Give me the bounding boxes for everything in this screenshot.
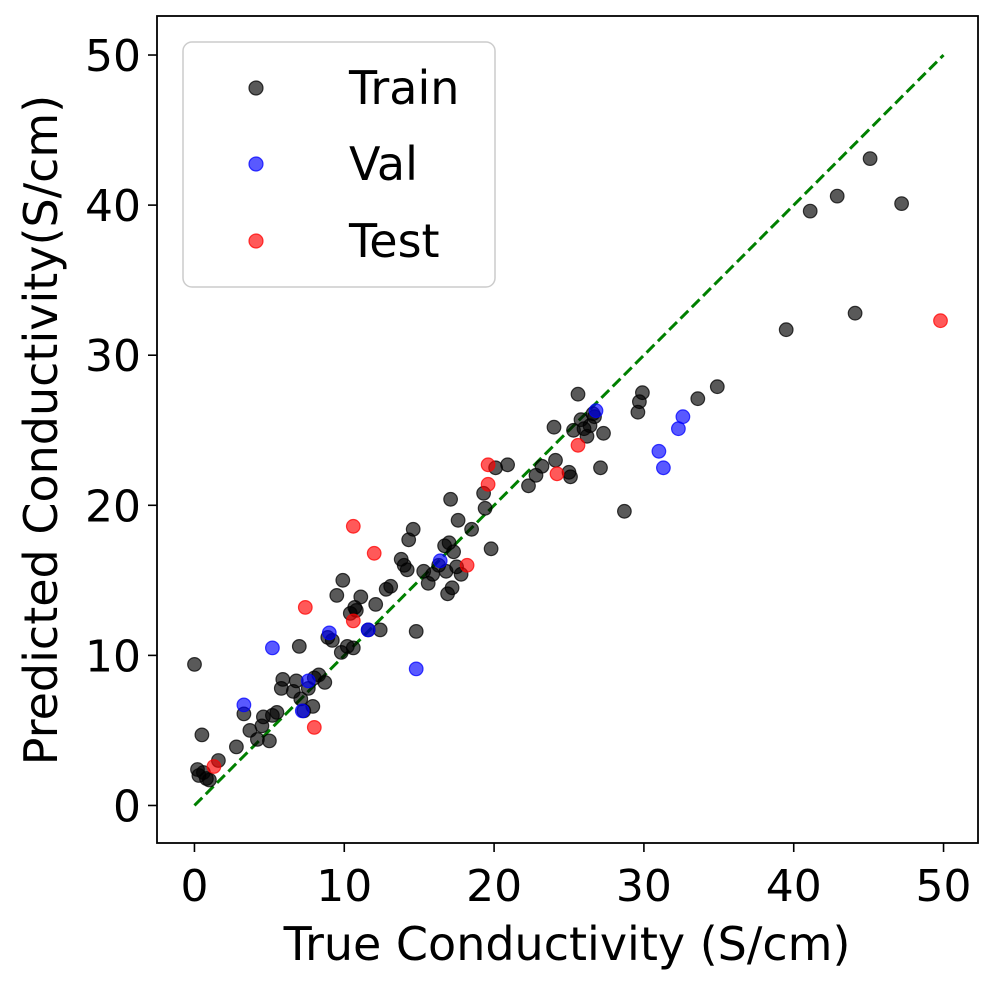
point-val-6 bbox=[408, 661, 424, 677]
point-train-31 bbox=[329, 588, 345, 603]
point-test-10 bbox=[570, 437, 586, 453]
x-tick-label-20: 20 bbox=[466, 861, 522, 912]
y-tick-label-30: 30 bbox=[85, 331, 141, 382]
point-train-93 bbox=[709, 379, 725, 395]
point-train-79 bbox=[570, 386, 586, 402]
x-axis-ticks: 0 10 20 30 40 50 bbox=[180, 843, 972, 912]
y-tick-label-50: 50 bbox=[85, 31, 141, 82]
point-test-1 bbox=[297, 600, 313, 615]
point-train-62 bbox=[443, 491, 459, 507]
point-train-39 bbox=[353, 589, 369, 605]
legend-marker-train bbox=[248, 80, 264, 96]
point-train-50 bbox=[408, 624, 424, 639]
series-val bbox=[236, 403, 691, 719]
x-axis-title: True Conductivity (S/cm) bbox=[283, 917, 851, 971]
point-train-33 bbox=[335, 572, 351, 588]
point-train-77 bbox=[563, 469, 578, 485]
point-test-3 bbox=[345, 613, 361, 629]
legend-label-val: Val bbox=[349, 137, 418, 191]
point-train-0 bbox=[187, 657, 202, 672]
point-train-86 bbox=[593, 460, 608, 476]
point-train-71 bbox=[521, 478, 536, 494]
point-test-7 bbox=[480, 457, 496, 473]
legend-marker-test bbox=[248, 233, 264, 249]
point-val-4 bbox=[321, 625, 337, 641]
legend-box bbox=[182, 41, 496, 288]
y-tick-label-10: 10 bbox=[85, 631, 141, 682]
point-val-8 bbox=[588, 403, 604, 419]
point-train-92 bbox=[690, 391, 706, 407]
point-train-65 bbox=[464, 521, 480, 537]
point-train-60 bbox=[446, 544, 462, 560]
point-test-8 bbox=[480, 476, 496, 492]
x-tick-label-50: 50 bbox=[916, 861, 972, 912]
point-test-2 bbox=[306, 720, 322, 735]
point-train-47 bbox=[399, 562, 415, 578]
point-train-96 bbox=[829, 188, 845, 204]
point-train-68 bbox=[483, 541, 499, 557]
series-train bbox=[187, 151, 909, 788]
point-train-75 bbox=[548, 452, 563, 468]
point-train-67 bbox=[477, 500, 493, 516]
y-tick-label-20: 20 bbox=[85, 481, 141, 532]
y-tick-label-40: 40 bbox=[85, 181, 141, 232]
point-train-3 bbox=[194, 727, 210, 743]
point-val-1 bbox=[265, 640, 280, 656]
point-train-16 bbox=[269, 705, 285, 720]
legend: Train Val Test bbox=[182, 41, 496, 288]
point-train-59 bbox=[444, 580, 460, 596]
point-val-3 bbox=[300, 673, 316, 689]
point-train-95 bbox=[802, 203, 818, 219]
point-train-94 bbox=[778, 322, 794, 338]
point-train-88 bbox=[617, 503, 632, 519]
y-axis-title: Predicted Conductivity(S/cm) bbox=[14, 95, 68, 765]
y-axis-ticks: 0 10 20 30 40 50 bbox=[85, 31, 157, 832]
point-train-70 bbox=[500, 457, 516, 473]
point-train-98 bbox=[862, 151, 878, 167]
point-train-97 bbox=[847, 305, 863, 321]
point-train-91 bbox=[635, 385, 650, 401]
point-test-6 bbox=[459, 557, 475, 573]
point-train-21 bbox=[291, 639, 307, 654]
point-train-14 bbox=[262, 733, 277, 749]
point-train-99 bbox=[894, 196, 909, 212]
point-train-63 bbox=[450, 512, 466, 528]
point-test-9 bbox=[549, 466, 565, 482]
point-train-36 bbox=[345, 640, 361, 656]
point-test-4 bbox=[345, 518, 361, 534]
point-val-9 bbox=[651, 443, 667, 459]
point-train-6 bbox=[201, 772, 217, 788]
legend-label-test: Test bbox=[348, 214, 440, 268]
x-tick-label-30: 30 bbox=[616, 861, 672, 912]
x-tick-label-40: 40 bbox=[766, 861, 822, 912]
point-train-28 bbox=[317, 675, 333, 690]
point-val-5 bbox=[360, 622, 376, 638]
point-val-10 bbox=[656, 460, 671, 476]
point-train-87 bbox=[596, 425, 611, 441]
y-tick-label-0: 0 bbox=[113, 781, 141, 832]
point-train-49 bbox=[405, 521, 421, 537]
legend-marker-val bbox=[248, 156, 264, 172]
x-tick-label-10: 10 bbox=[316, 861, 372, 912]
point-train-73 bbox=[534, 458, 550, 474]
point-train-18 bbox=[275, 672, 291, 687]
point-val-2 bbox=[294, 703, 310, 719]
point-train-41 bbox=[368, 597, 384, 612]
point-train-74 bbox=[546, 419, 562, 435]
data-points-layer bbox=[187, 151, 948, 788]
point-test-11 bbox=[933, 313, 948, 329]
point-val-7 bbox=[432, 553, 448, 569]
x-tick-label-0: 0 bbox=[180, 861, 208, 912]
point-test-5 bbox=[366, 545, 382, 561]
point-train-44 bbox=[383, 578, 399, 594]
series-test bbox=[206, 313, 948, 774]
point-train-8 bbox=[228, 739, 244, 755]
point-test-0 bbox=[206, 759, 222, 774]
legend-label-train: Train bbox=[348, 61, 459, 115]
point-val-0 bbox=[236, 697, 252, 713]
point-val-12 bbox=[675, 409, 691, 425]
